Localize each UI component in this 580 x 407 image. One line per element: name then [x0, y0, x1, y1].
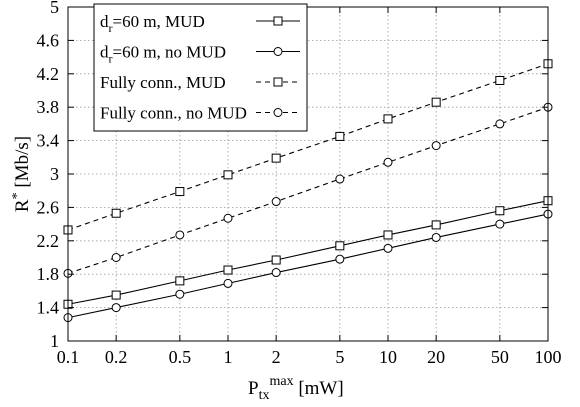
data-point-square — [335, 241, 345, 251]
series-line — [67, 213, 549, 319]
y-tick-label: 3 — [50, 164, 59, 184]
x-tick-label: 100 — [535, 347, 562, 367]
y-tick-label: 2.6 — [37, 197, 60, 217]
y-tick-label: 3.8 — [37, 97, 60, 117]
data-point-square — [495, 75, 505, 85]
x-tick-label: 0.2 — [105, 347, 128, 367]
series-4 — [63, 102, 553, 278]
data-point-circle — [335, 174, 345, 184]
legend-label: dr=60 m, MUD — [100, 12, 205, 35]
x-tick-label: 2 — [272, 347, 281, 367]
data-point-square — [383, 114, 393, 124]
series-line — [67, 106, 549, 274]
legend-label: Fully conn., MUD — [100, 73, 226, 92]
data-point-square — [383, 230, 393, 240]
data-point-square — [335, 131, 345, 141]
series-2 — [63, 209, 553, 323]
legend-label: dr=60 m, no MUD — [100, 43, 226, 66]
series-layer — [63, 59, 553, 323]
data-point-square — [175, 187, 185, 197]
data-point-circle — [495, 119, 505, 129]
data-point-square — [111, 290, 121, 300]
data-point-square — [271, 153, 281, 163]
y-axis-label: R* [Mb/s] — [10, 136, 33, 212]
data-point-circle — [271, 197, 281, 207]
legend-marker-square — [273, 16, 283, 26]
legend-entry-3: Fully conn., MUD — [100, 73, 300, 92]
y-tick-label: 4.6 — [37, 30, 60, 50]
legend-marker-square — [273, 77, 283, 87]
legend-entry-4: Fully conn., no MUD — [100, 104, 300, 123]
legend-marker-circle — [273, 47, 283, 56]
y-tick-label: 5 — [50, 0, 59, 17]
x-tick-label: 50 — [491, 347, 509, 367]
data-point-circle — [175, 289, 185, 299]
data-point-circle — [223, 278, 233, 288]
x-tick-label: 10 — [379, 347, 397, 367]
data-point-square — [223, 265, 233, 275]
x-tick-label: 1 — [224, 347, 233, 367]
axis-labels: R* [Mb/s] Ptxmax [mW] — [10, 136, 344, 403]
legend-entry-1: dr=60 m, MUD — [100, 12, 300, 35]
data-point-circle — [383, 157, 393, 167]
data-point-circle — [175, 230, 185, 240]
legend: dr=60 m, MUD dr=60 m, no MUD Fully conn., … — [93, 3, 308, 132]
data-point-square — [223, 170, 233, 180]
data-point-circle — [271, 268, 281, 278]
data-point-circle — [431, 141, 441, 151]
x-tick-label: 0.5 — [169, 347, 192, 367]
x-tick-label: 20 — [427, 347, 445, 367]
y-tick-label: 1 — [50, 331, 59, 351]
y-tick-label: 4.2 — [37, 64, 60, 84]
data-point-square — [431, 97, 441, 107]
legend-label: Fully conn., no MUD — [100, 104, 247, 123]
data-point-circle — [111, 253, 121, 262]
x-tick-label: 0.1 — [57, 347, 80, 367]
y-tick-label: 1.8 — [37, 264, 60, 284]
y-tick-label: 1.4 — [37, 298, 60, 318]
data-point-square — [175, 276, 185, 286]
data-point-circle — [431, 232, 441, 242]
data-point-circle — [383, 243, 393, 253]
data-point-circle — [223, 213, 233, 223]
x-axis-label: Ptxmax [mW] — [248, 374, 344, 403]
axes: 0.1 0.2 0.5 1 2 5 10 20 50 100 1 1.4 1.8 2.2 2.6 3 3.4 3.… — [37, 0, 562, 367]
series-1 — [63, 196, 553, 309]
data-point-circle — [495, 219, 505, 229]
x-tick-label: 5 — [335, 347, 344, 367]
data-point-square — [111, 208, 121, 218]
series-line — [67, 63, 549, 231]
y-tick-label: 3.4 — [37, 131, 60, 151]
legend-box — [93, 3, 308, 132]
data-point-square — [431, 220, 441, 230]
series-line — [67, 200, 549, 305]
data-point-square — [495, 206, 505, 216]
legend-entry-2: dr=60 m, no MUD — [100, 43, 300, 66]
data-point-circle — [111, 303, 121, 313]
data-point-circle — [335, 254, 345, 264]
data-point-square — [271, 255, 281, 265]
legend-marker-circle — [273, 108, 283, 117]
y-tick-label: 2.2 — [37, 231, 60, 251]
